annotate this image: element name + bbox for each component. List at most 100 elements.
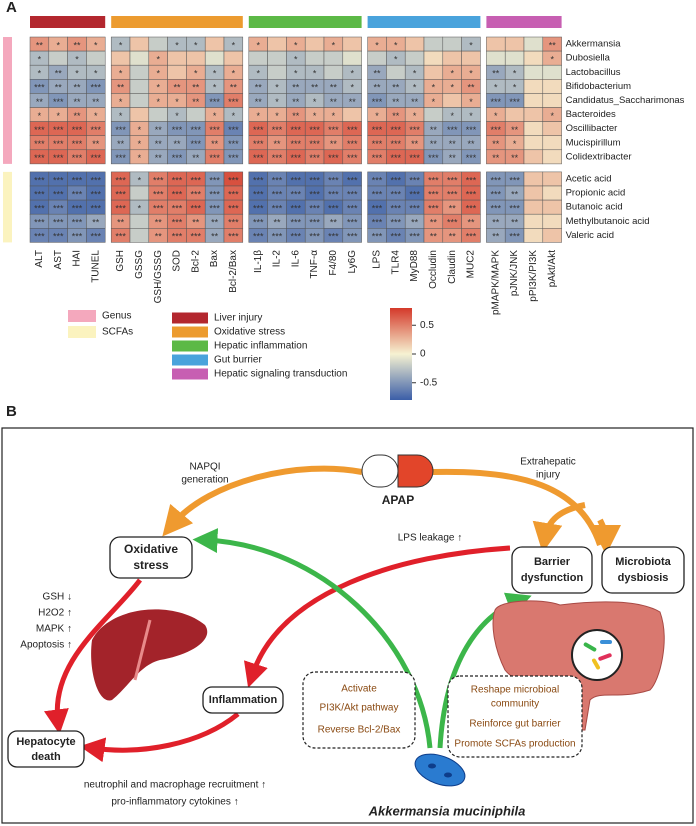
cell bbox=[542, 213, 562, 229]
cell bbox=[110, 50, 131, 66]
significance: *** bbox=[34, 153, 45, 163]
row-label: Acetic acid bbox=[566, 173, 612, 184]
significance: * bbox=[275, 97, 279, 107]
label: pro-inflammatory cytokines ↑ bbox=[111, 797, 238, 808]
column-label: IL-1β bbox=[253, 250, 264, 273]
node-label: death bbox=[31, 751, 61, 763]
significance: *** bbox=[53, 125, 64, 135]
panel-label: B bbox=[6, 403, 17, 420]
cell bbox=[542, 93, 562, 108]
significance: *** bbox=[491, 204, 502, 214]
legend-label: Oxidative stress bbox=[214, 327, 285, 338]
significance: ** bbox=[155, 125, 163, 135]
arrow bbox=[532, 502, 586, 553]
significance: ** bbox=[330, 97, 338, 107]
cell bbox=[129, 50, 150, 66]
significance: * bbox=[232, 69, 236, 79]
node-label: dysbiosis bbox=[618, 572, 669, 584]
significance: *** bbox=[328, 232, 339, 242]
significance: ** bbox=[211, 139, 219, 149]
significance: *** bbox=[191, 125, 202, 135]
cell bbox=[523, 228, 544, 243]
significance: *** bbox=[91, 204, 102, 214]
cell bbox=[542, 185, 562, 201]
significance: * bbox=[375, 111, 379, 121]
significance: *** bbox=[347, 175, 358, 185]
significance: ** bbox=[392, 97, 400, 107]
significance: ** bbox=[273, 218, 281, 228]
significance: * bbox=[469, 40, 473, 50]
legend-swatch bbox=[172, 368, 208, 380]
cell bbox=[486, 36, 506, 52]
cell bbox=[86, 149, 106, 165]
significance: * bbox=[175, 111, 179, 121]
significance: *** bbox=[115, 232, 126, 242]
cell bbox=[542, 199, 562, 215]
significance: *** bbox=[347, 153, 358, 163]
significance: * bbox=[194, 40, 198, 50]
significance: *** bbox=[253, 125, 264, 135]
significance: *** bbox=[409, 125, 420, 135]
row-label: Colidextribacter bbox=[566, 151, 632, 162]
significance: * bbox=[38, 111, 42, 121]
significance: ** bbox=[255, 83, 263, 93]
significance: *** bbox=[53, 218, 64, 228]
cell bbox=[461, 149, 481, 165]
significance: *** bbox=[115, 204, 126, 214]
note: Promote SCFAs production bbox=[454, 739, 575, 750]
significance: * bbox=[75, 69, 79, 79]
column-label: Occludin bbox=[428, 250, 439, 289]
significance: * bbox=[332, 40, 336, 50]
significance: * bbox=[156, 69, 160, 79]
liver bbox=[91, 609, 208, 701]
significance: * bbox=[294, 55, 298, 65]
cell bbox=[404, 36, 425, 52]
significance: ** bbox=[430, 125, 438, 135]
significance: ** bbox=[449, 139, 457, 149]
significance: *** bbox=[115, 153, 126, 163]
significance: *** bbox=[91, 125, 102, 135]
significance: * bbox=[494, 83, 498, 93]
significance: *** bbox=[253, 204, 264, 214]
significance: *** bbox=[466, 204, 477, 214]
significance: * bbox=[213, 83, 217, 93]
significance: *** bbox=[115, 189, 126, 199]
marker-label: MAPK ↑ bbox=[36, 624, 72, 635]
group-bar bbox=[248, 16, 362, 28]
significance: *** bbox=[191, 189, 202, 199]
significance: * bbox=[275, 111, 279, 121]
column-label: Bax bbox=[209, 250, 220, 267]
note-box bbox=[302, 671, 416, 749]
significance: ** bbox=[411, 218, 419, 228]
cell bbox=[223, 228, 244, 243]
significance: *** bbox=[409, 153, 420, 163]
significance: *** bbox=[347, 232, 358, 242]
arrow bbox=[44, 578, 142, 735]
arrow bbox=[162, 465, 363, 537]
significance: *** bbox=[53, 189, 64, 199]
significance: *** bbox=[153, 189, 164, 199]
significance: *** bbox=[228, 175, 239, 185]
significance: *** bbox=[272, 189, 283, 199]
significance: *** bbox=[466, 125, 477, 135]
significance: ** bbox=[155, 218, 163, 228]
significance: * bbox=[275, 83, 279, 93]
legend-swatch bbox=[172, 354, 208, 366]
significance: ** bbox=[411, 97, 419, 107]
significance: *** bbox=[72, 204, 83, 214]
cell bbox=[129, 213, 150, 229]
significance: *** bbox=[72, 218, 83, 228]
significance: *** bbox=[309, 204, 320, 214]
significance: ** bbox=[492, 69, 500, 79]
cell bbox=[523, 171, 544, 187]
row-label: Propionic acid bbox=[566, 188, 626, 199]
significance: *** bbox=[509, 97, 520, 107]
row-label: Bifidobacterium bbox=[566, 81, 632, 92]
significance: ** bbox=[511, 189, 519, 199]
significance: *** bbox=[34, 232, 45, 242]
row-label: Oscillibacter bbox=[566, 123, 618, 134]
significance: *** bbox=[309, 139, 320, 149]
significance: *** bbox=[328, 175, 339, 185]
significance: *** bbox=[291, 153, 302, 163]
node bbox=[109, 536, 193, 579]
